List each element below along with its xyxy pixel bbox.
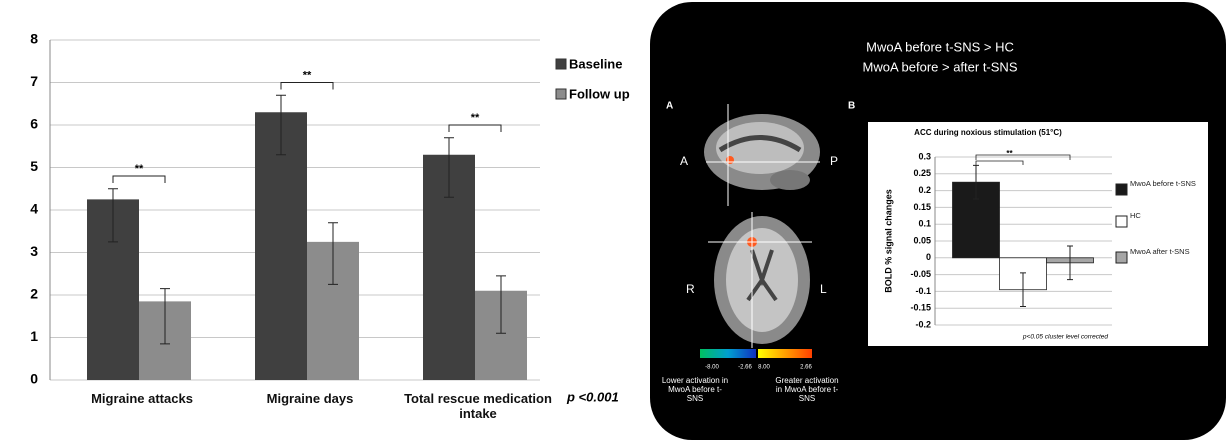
- colorbar-positive: [758, 349, 812, 358]
- x-tick-label-text: Migraine attacks: [91, 392, 193, 406]
- y-tick-label: -0.2: [915, 319, 931, 329]
- colorbar-label: -8.00: [705, 365, 719, 371]
- colorbar-negative: [700, 349, 756, 358]
- x-tick-label: Total rescue medication intake: [404, 392, 552, 421]
- y-tick-label: 5: [30, 158, 38, 174]
- error-bar: [328, 222, 338, 285]
- y-tick-label: 8: [30, 31, 38, 47]
- error-bar: [160, 288, 170, 345]
- x-tick-label: Migraine attacks: [91, 392, 193, 406]
- note: p <0.001: [566, 389, 619, 404]
- colorbar-label: -2.66: [738, 365, 752, 371]
- error-bar: [1020, 272, 1026, 308]
- colorbar-label: 2.66: [800, 365, 812, 371]
- y-tick-label: 0: [30, 371, 38, 387]
- significance-bracket: [112, 175, 166, 183]
- brain-axial: [708, 212, 812, 348]
- significance: **: [135, 163, 144, 175]
- error-bar: [973, 164, 979, 200]
- y-tick-label: 0.25: [913, 168, 931, 178]
- panel-title: MwoA before t-SNS > HC: [866, 39, 1014, 54]
- x-tick-label-text: Migraine days: [266, 392, 354, 406]
- y-tick-label: 3: [30, 243, 38, 259]
- legend-swatch: [555, 88, 567, 100]
- y-axis-label: BOLD % signal changes: [883, 189, 893, 293]
- panel-label: A: [666, 101, 673, 112]
- panel-title: MwoA before > after t-SNS: [863, 59, 1018, 74]
- x-tick-label: Migraine days: [266, 392, 354, 406]
- caption: Greater activation in MwoA before t-SNS: [775, 376, 839, 404]
- y-tick-label: 4: [30, 201, 38, 217]
- caption-text: Lower activation in MwoA before t-SNS: [661, 376, 729, 404]
- significance-bracket: [975, 154, 1071, 160]
- y-tick-label: 0.3: [918, 151, 931, 161]
- colorbar-label: 8.00: [758, 365, 770, 371]
- chart-title: ACC during noxious stimulation (51°C): [914, 128, 1062, 137]
- bar: [255, 112, 307, 380]
- legend-label: MwoA after t-SNS: [1130, 248, 1190, 256]
- y-tick-label: 0.1: [918, 219, 931, 229]
- significance: **: [303, 69, 312, 81]
- legend-swatch: [1115, 251, 1128, 264]
- error-bar: [444, 137, 454, 198]
- legend-label: HC: [1130, 212, 1141, 220]
- orientation: R: [686, 282, 695, 296]
- caption-text: Greater activation in MwoA before t-SNS: [775, 376, 839, 404]
- significance-bracket: [448, 124, 502, 132]
- note: p<0.05 cluster level corrected: [1022, 334, 1108, 341]
- legend-swatch: [555, 58, 567, 70]
- y-tick-label: 0.15: [913, 202, 931, 212]
- legend-label: MwoA before t-SNS: [1130, 180, 1196, 188]
- y-tick-label: -0.05: [910, 269, 931, 279]
- panel-label: B: [848, 101, 855, 112]
- legend-swatch: [1115, 215, 1128, 228]
- brain-sagittal: [704, 104, 820, 206]
- error-bar: [496, 275, 506, 334]
- legend-label: Baseline: [569, 56, 622, 71]
- error-bar: [1067, 245, 1073, 281]
- y-tick-label: 1: [30, 328, 38, 344]
- significance-bracket: [280, 82, 334, 90]
- significance: **: [471, 112, 480, 124]
- y-tick-label: -0.1: [915, 286, 931, 296]
- legend-label: Follow up: [569, 86, 630, 101]
- significance-bracket: [975, 160, 1024, 165]
- orientation: A: [680, 154, 688, 168]
- x-tick-label-text: Total rescue medication intake: [404, 392, 552, 421]
- error-bar: [276, 94, 286, 156]
- significance: **: [1006, 149, 1013, 158]
- y-tick-label: 2: [30, 286, 38, 302]
- legend-label-text: MwoA after t-SNS: [1130, 248, 1190, 256]
- y-tick-label: 0.2: [918, 185, 931, 195]
- legend-label-text: MwoA before t-SNS: [1130, 180, 1196, 188]
- y-tick-label: 0: [926, 252, 931, 262]
- orientation: L: [820, 282, 827, 296]
- orientation: P: [830, 154, 838, 168]
- y-tick-label: -0.15: [910, 303, 931, 313]
- legend-label-text: HC: [1130, 212, 1141, 220]
- legend-swatch: [1115, 183, 1128, 196]
- error-bar: [108, 188, 118, 243]
- y-tick-label: 0.05: [913, 235, 931, 245]
- y-tick-label: 7: [30, 73, 38, 89]
- y-tick-label: 6: [30, 116, 38, 132]
- caption: Lower activation in MwoA before t-SNS: [661, 376, 729, 404]
